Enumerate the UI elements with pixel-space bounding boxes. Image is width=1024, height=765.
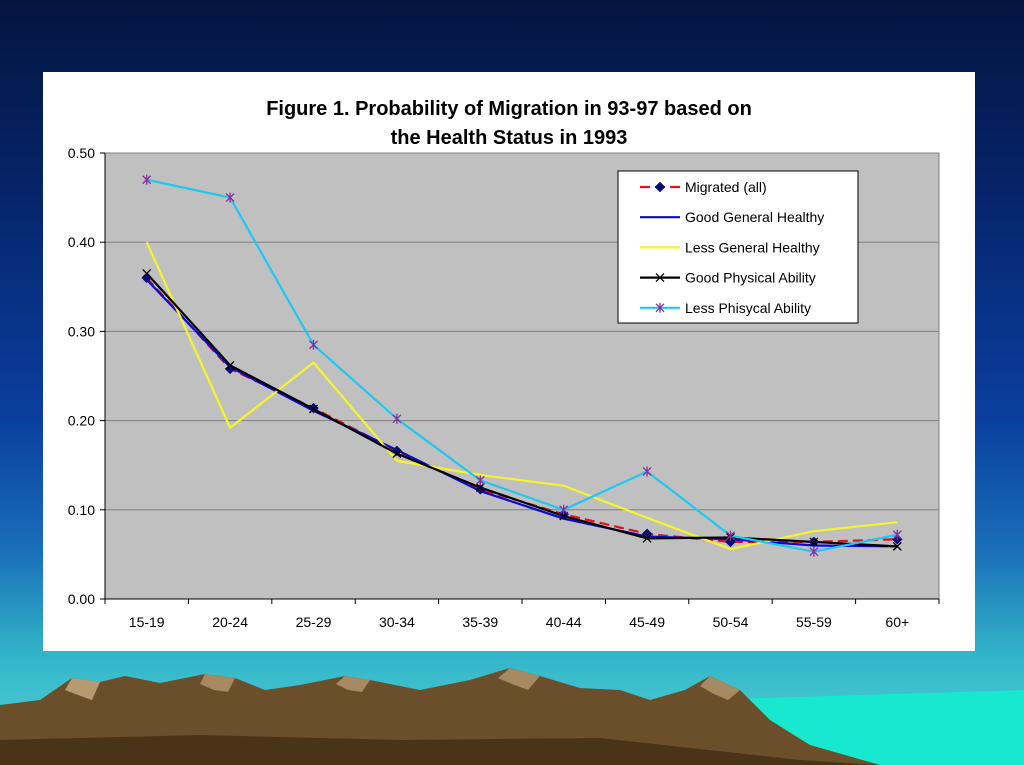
x-tick-label: 15-19 [129,614,165,630]
mountain-light-3 [700,676,740,700]
data-point [309,404,318,414]
data-point [309,339,318,350]
x-tick-label: 20-24 [212,614,248,630]
legend-label: Migrated (all) [685,179,767,195]
y-tick-label: 0.40 [68,234,95,250]
data-point [655,302,665,313]
mountain-light-4 [336,676,370,692]
chart-title-line-2: the Health Status in 1993 [391,127,628,149]
x-tick-label: 40-44 [546,614,582,630]
data-point [892,541,902,551]
legend-label: Good General Healthy [685,209,824,225]
y-tick-label: 0.00 [68,591,95,607]
mountain-highlights [65,678,100,700]
data-point [475,475,485,486]
data-point [475,483,485,492]
x-tick-label: 30-34 [379,614,415,630]
data-point [654,181,666,193]
chart-title-line-1: Figure 1. Probability of Migration in 93… [266,98,752,120]
mountain-light-1 [200,674,235,692]
data-point [225,360,235,370]
x-tick-label: 50-54 [713,614,749,630]
data-point [892,529,902,540]
line-chart: Figure 1. Probability of Migration in 93… [68,98,940,630]
data-point [726,530,735,541]
data-point [559,504,569,515]
data-point [392,413,402,424]
series-line [145,272,898,548]
x-tick-label: 60+ [885,614,909,630]
x-tick-label: 55-59 [796,614,832,630]
data-point [809,546,819,557]
chart-panel: Figure 1. Probability of Migration in 93… [43,72,975,651]
series-line [146,178,898,553]
y-tick-label: 0.50 [68,145,95,161]
data-point [391,445,403,457]
x-tick-label: 35-39 [462,614,498,630]
x-tick-label: 45-49 [629,614,665,630]
series-line [145,278,898,548]
mountain-light-2 [498,668,540,690]
sea-shape [700,690,1024,765]
data-point [142,268,152,278]
data-point [224,363,236,375]
y-tick-label: 0.20 [68,413,95,429]
y-tick-label: 0.10 [68,502,95,518]
data-point [642,533,652,543]
data-point [142,174,152,185]
data-point [474,483,486,495]
legend-label: Good Physical Ability [685,270,816,286]
legend-label: Less General Healthy [685,239,820,255]
mountain-shadow [0,735,880,765]
data-point [655,273,665,283]
data-point [392,449,402,459]
data-point [809,537,819,547]
data-point [225,192,235,203]
y-tick-label: 0.30 [68,323,95,339]
legend-label: Less Phisycal Ability [685,300,811,316]
data-point [642,466,652,477]
x-tick-label: 25-29 [296,614,332,630]
